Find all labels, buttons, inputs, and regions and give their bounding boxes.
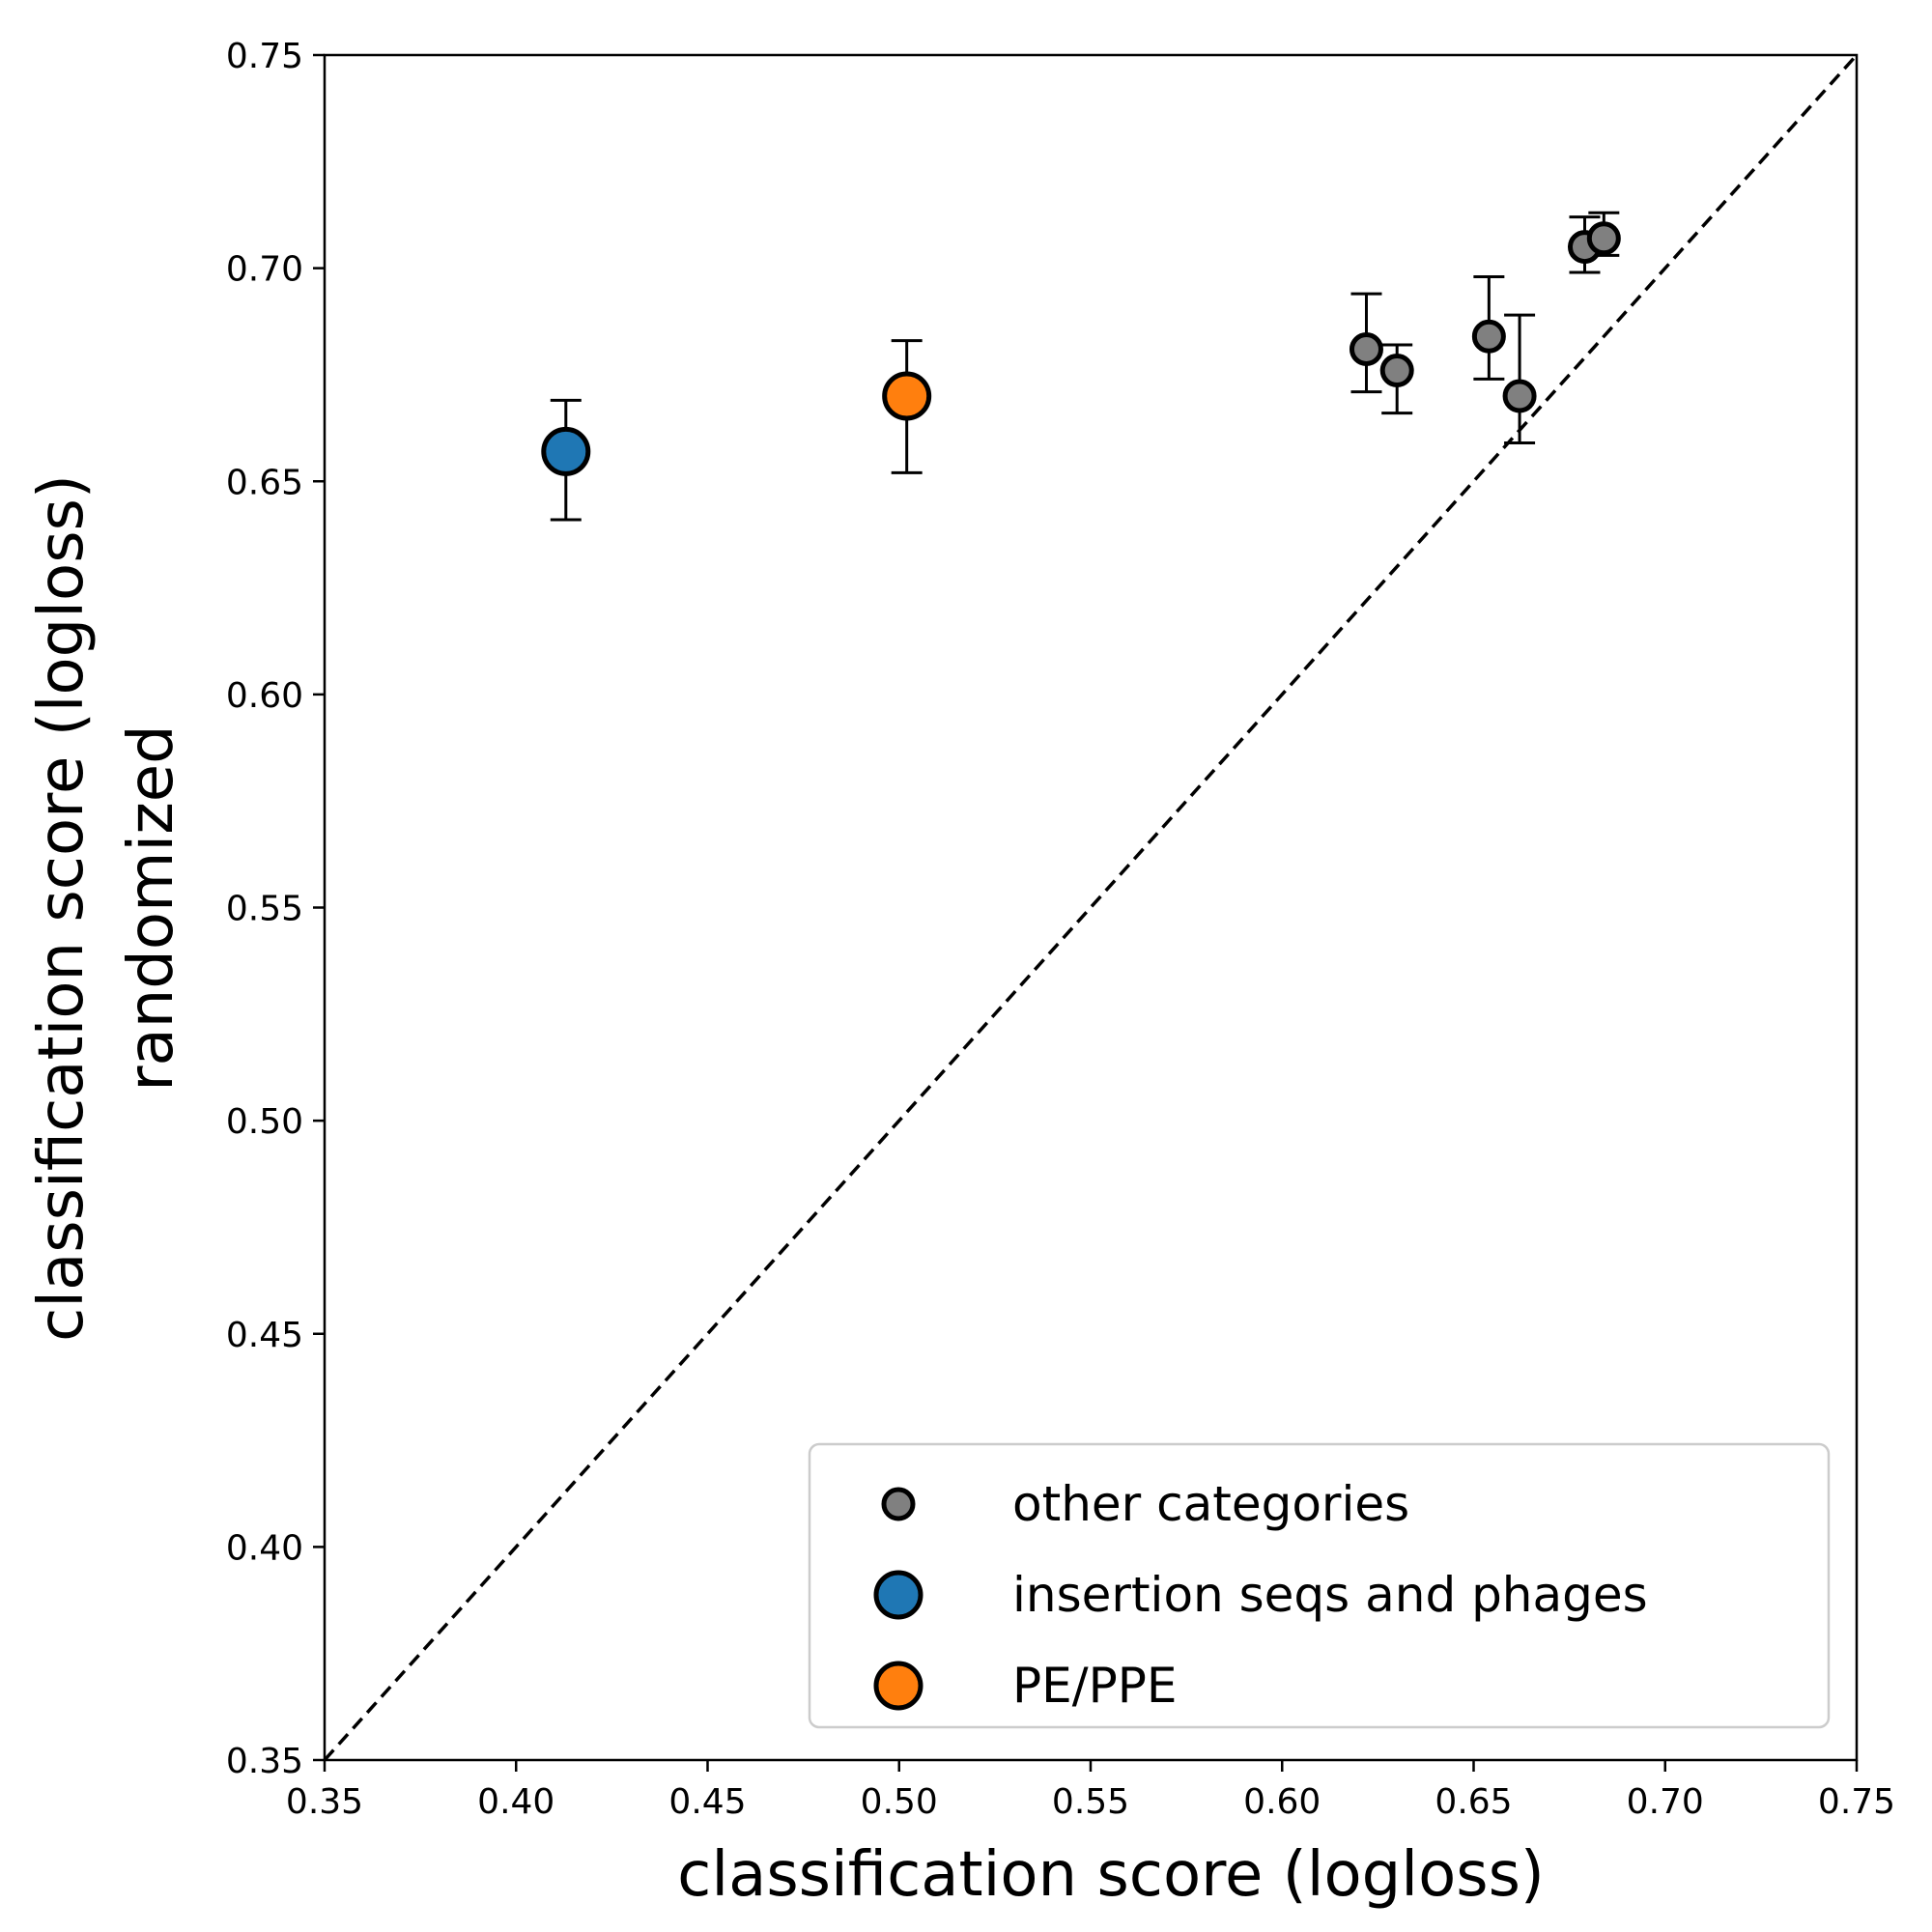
x-tick-label: 0.50	[861, 1782, 938, 1822]
x-tick-label: 0.55	[1052, 1782, 1129, 1822]
data-point	[1502, 379, 1537, 413]
x-tick-label: 0.65	[1435, 1782, 1512, 1822]
y-tick-label: 0.40	[226, 1528, 303, 1568]
y-axis: 0.35 0.40 0.45 0.50 0.55 0.60 0.65 0.70 0.75	[226, 37, 325, 1781]
data-point	[882, 371, 932, 421]
data-point	[1471, 319, 1506, 354]
legend-label: insertion seqs and phages	[1012, 1567, 1648, 1623]
data-point	[1349, 331, 1383, 366]
error-bars	[550, 211, 1620, 522]
y-tick-label: 0.70	[226, 250, 303, 290]
legend-label: PE/PPE	[1012, 1658, 1177, 1714]
y-tick-label: 0.60	[226, 676, 303, 716]
data-points	[541, 221, 1621, 476]
y-tick-label: 0.50	[226, 1102, 303, 1142]
y-tick-label: 0.75	[226, 37, 303, 76]
x-axis-label: classification score (logloss)	[677, 1839, 1545, 1911]
y-axis-label-line-1: classification score (logloss)	[26, 474, 98, 1342]
y-tick-label: 0.45	[226, 1316, 303, 1355]
legend-label: other categories	[1012, 1476, 1409, 1532]
legend-marker	[873, 1661, 923, 1711]
x-tick-label: 0.40	[477, 1782, 554, 1822]
legend-box	[808, 1442, 1831, 1729]
y-tick-label: 0.35	[226, 1742, 303, 1781]
legend-marker	[881, 1487, 916, 1521]
x-tick-label: 0.60	[1243, 1782, 1321, 1822]
data-point	[1379, 354, 1414, 388]
y-axis-label-line-2: randomized	[116, 724, 187, 1092]
legend: other categories insertion seqs and phage…	[808, 1442, 1831, 1729]
legend-marker	[873, 1570, 923, 1620]
y-tick-label: 0.55	[226, 890, 303, 929]
x-tick-label: 0.70	[1627, 1782, 1704, 1822]
data-point	[541, 426, 591, 476]
y-tick-label: 0.65	[226, 463, 303, 502]
x-tick-label: 0.45	[668, 1782, 746, 1822]
x-tick-label: 0.75	[1818, 1782, 1895, 1822]
x-axis: 0.35 0.40 0.45 0.50 0.55 0.60 0.65 0.70 0.75	[286, 1760, 1895, 1822]
x-tick-label: 0.35	[286, 1782, 363, 1822]
data-point	[1586, 221, 1621, 256]
